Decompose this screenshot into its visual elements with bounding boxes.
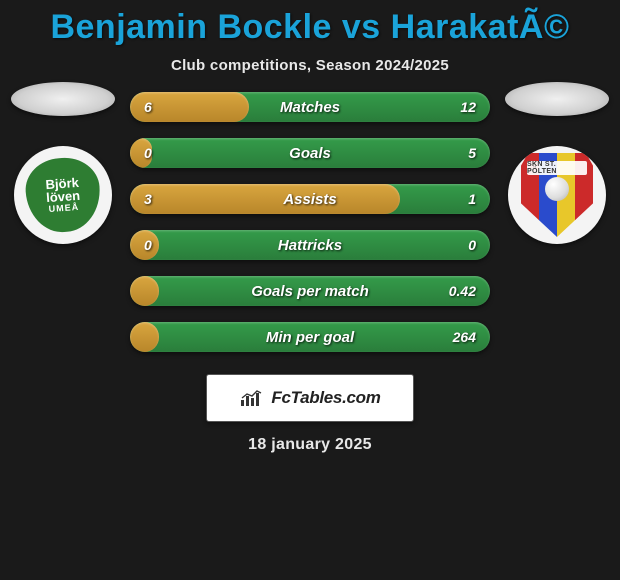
stat-rows: 6 Matches 12 0 Goals 5 3 Assists 1 0 Hattricks 0 Goa… (130, 92, 490, 352)
stat-value-right: 264 (453, 329, 476, 345)
stat-row: 3 Assists 1 (130, 184, 490, 214)
stat-row: 0 Goals 5 (130, 138, 490, 168)
subtitle: Club competitions, Season 2024/2025 (0, 57, 620, 74)
stat-label: Goals (289, 145, 331, 162)
stat-value-right: 0 (468, 237, 476, 253)
shield-icon: SKN ST. PÖLTEN (521, 153, 593, 237)
club-badge-right-inner: SKN ST. PÖLTEN (521, 153, 593, 237)
stat-value-left: 3 (144, 191, 152, 207)
stat-row: 0 Hattricks 0 (130, 230, 490, 260)
stat-label: Hattricks (278, 237, 342, 254)
stat-label: Assists (283, 191, 336, 208)
badge-left-line3: UMEÅ (48, 203, 79, 215)
stat-fill (130, 276, 159, 306)
attribution-text: FcTables.com (271, 388, 380, 408)
page-title: Benjamin Bockle vs HarakatÃ© (0, 0, 620, 47)
stat-row: 6 Matches 12 (130, 92, 490, 122)
shield-banner: SKN ST. PÖLTEN (527, 161, 587, 175)
stat-value-right: 0.42 (449, 283, 476, 299)
attribution-box[interactable]: FcTables.com (206, 374, 414, 422)
stat-label: Goals per match (251, 283, 369, 300)
date-line: 18 january 2025 (0, 436, 620, 454)
stat-value-left: 6 (144, 99, 152, 115)
stat-value-right: 12 (460, 99, 476, 115)
player-column-left: Björk löven UMEÅ (8, 82, 118, 244)
stat-row: Goals per match 0.42 (130, 276, 490, 306)
stat-value-left: 0 (144, 237, 152, 253)
club-badge-left: Björk löven UMEÅ (14, 146, 112, 244)
club-badge-right: SKN ST. PÖLTEN (508, 146, 606, 244)
stat-fill (130, 184, 400, 214)
player-avatar-right (505, 82, 609, 116)
stat-label: Min per goal (266, 329, 354, 346)
stat-row: Min per goal 264 (130, 322, 490, 352)
club-badge-left-inner: Björk löven UMEÅ (24, 156, 103, 235)
stat-fill (130, 322, 159, 352)
stat-value-right: 5 (468, 145, 476, 161)
stat-value-left: 0 (144, 145, 152, 161)
comparison-content: Björk löven UMEÅ SKN ST. PÖLTEN 6 Matches… (0, 92, 620, 352)
stat-label: Matches (280, 99, 340, 116)
stat-value-right: 1 (468, 191, 476, 207)
player-avatar-left (11, 82, 115, 116)
player-column-right: SKN ST. PÖLTEN (502, 82, 612, 244)
bar-chart-icon (239, 388, 265, 408)
shield-ball-icon (545, 177, 569, 201)
